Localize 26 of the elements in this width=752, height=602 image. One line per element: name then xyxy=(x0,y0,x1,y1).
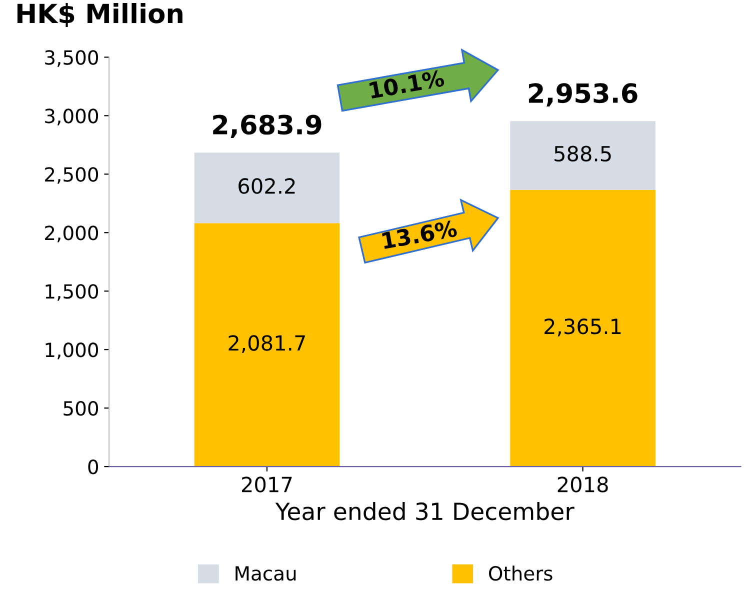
y-tick-label: 0 xyxy=(88,460,98,474)
total-label: 2,683.9 xyxy=(213,114,322,138)
y-tick-label: 3,500 xyxy=(45,50,98,67)
y-tick-label: 1,500 xyxy=(46,284,98,301)
y-tick-label: 2,500 xyxy=(45,167,98,184)
annotation: 10.1% xyxy=(369,69,445,99)
bar xyxy=(194,152,340,224)
bar xyxy=(510,121,656,190)
data-label: 2,081.7 xyxy=(228,335,305,353)
data-label: 2,365.1 xyxy=(544,318,621,336)
legend-label: Macau xyxy=(236,566,296,581)
x-tick-label: 2017 xyxy=(242,476,292,492)
annotation: 13.6% xyxy=(382,220,458,250)
y-tick-label: 3,000 xyxy=(45,108,98,126)
x-axis-title: Year ended 31 December xyxy=(275,502,574,520)
bar xyxy=(510,190,656,467)
data-label: 588.5 xyxy=(554,146,611,162)
x-tick-label: 2018 xyxy=(558,476,608,492)
y-tick-label: 1,000 xyxy=(46,342,98,360)
bar xyxy=(194,223,340,467)
y-tick-label: 500 xyxy=(64,401,98,416)
y-tick-label: 2,000 xyxy=(45,226,98,242)
chart-title: HK$ Million xyxy=(17,3,182,27)
data-label: 602.2 xyxy=(238,178,295,194)
legend-label: Others xyxy=(489,566,552,581)
total-label: 2,953.6 xyxy=(528,83,638,106)
